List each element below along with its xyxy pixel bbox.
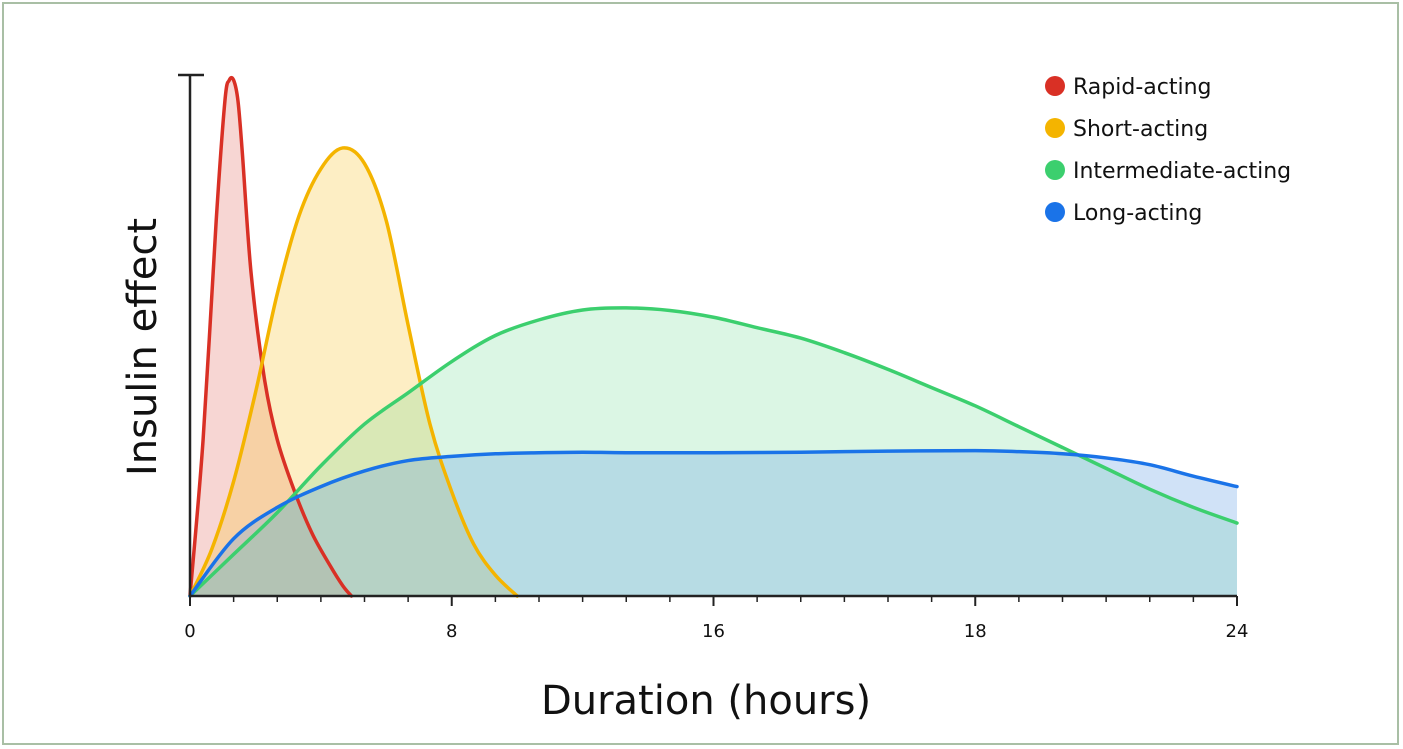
- legend-label-long-acting: Long-acting: [1073, 201, 1202, 226]
- x-tick-label: 24: [1226, 621, 1249, 642]
- line-short-acting: [188, 146, 519, 598]
- y-axis-title: Insulin effect: [120, 218, 166, 476]
- legend-swatch-intermediate-acting: [1045, 160, 1065, 180]
- x-ticks: 0 8 16 18 24: [184, 596, 1248, 642]
- legend: Rapid-acting Short-acting Intermediate-act…: [1045, 75, 1291, 226]
- x-tick-label: 0: [184, 621, 195, 642]
- line-rapid-acting: [188, 75, 354, 598]
- series-lines: [188, 75, 1239, 598]
- legend-label-rapid-acting: Rapid-acting: [1073, 75, 1212, 100]
- legend-swatch-short-acting: [1045, 118, 1065, 138]
- legend-swatch-rapid-acting: [1045, 76, 1065, 96]
- legend-label-short-acting: Short-acting: [1073, 117, 1208, 142]
- area-rapid-acting: [190, 77, 352, 597]
- line-intermediate-acting: [188, 306, 1239, 598]
- x-tick-label: 8: [446, 621, 457, 642]
- x-tick-label: 16: [702, 621, 725, 642]
- legend-label-intermediate-acting: Intermediate-acting: [1073, 159, 1291, 184]
- x-tick-label: 18: [964, 621, 987, 642]
- legend-swatch-long-acting: [1045, 202, 1065, 222]
- x-axis-title: Duration (hours): [541, 678, 871, 724]
- series-areas: [190, 77, 1237, 597]
- line-long-acting: [188, 448, 1239, 598]
- area-short-acting: [190, 147, 518, 596]
